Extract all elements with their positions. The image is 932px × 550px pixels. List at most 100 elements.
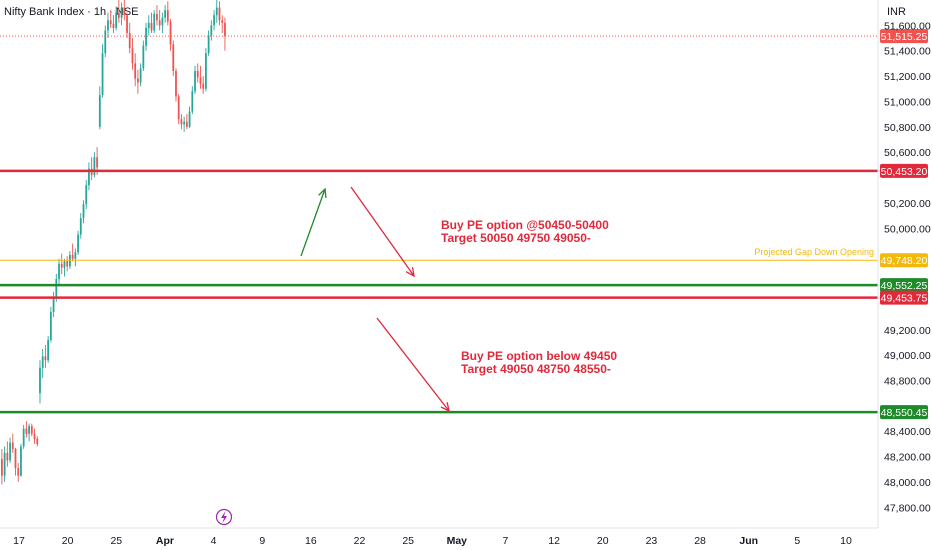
- x-tick-label: 16: [305, 535, 317, 547]
- time-axis[interactable]: 17 20 25 Apr 4 9 16 22 25 May 7 12 20 23 28 Jun 5 10: [0, 527, 878, 547]
- level-badge-label: 49,748.20: [881, 255, 928, 267]
- candle: [147, 15, 150, 36]
- level-badge-label: 49,453.75: [881, 293, 928, 305]
- candle: [9, 437, 11, 463]
- x-tick-label: Apr: [156, 535, 174, 547]
- candle: [1, 448, 3, 485]
- candle: [205, 48, 207, 92]
- candle: [77, 230, 79, 255]
- candle: [128, 22, 131, 54]
- candle: [107, 12, 109, 39]
- x-tick-label: 7: [503, 535, 509, 547]
- y-tick-label: 50,000.00: [884, 223, 931, 235]
- x-tick-label: 10: [840, 535, 852, 547]
- y-tick-label: 49,200.00: [884, 325, 931, 337]
- candle: [14, 447, 17, 476]
- x-tick-label: 9: [259, 535, 265, 547]
- level-badge: [880, 290, 928, 305]
- y-tick-label: 50,800.00: [884, 122, 931, 134]
- candle: [90, 157, 93, 181]
- y-tick-label: 51,000.00: [884, 96, 931, 108]
- candle: [33, 428, 36, 444]
- candle: [66, 256, 69, 272]
- candle: [52, 291, 55, 318]
- current-price-badge: [880, 29, 928, 44]
- candle: [101, 44, 104, 98]
- level-badge: [880, 163, 928, 178]
- x-tick-label: 4: [211, 535, 217, 547]
- candle: [63, 258, 66, 277]
- x-tick-label: 25: [110, 535, 122, 547]
- level-badge: [880, 278, 928, 293]
- y-tick-label: 47,800.00: [884, 502, 931, 514]
- level-badge: [880, 405, 928, 420]
- currency-label: INR: [887, 6, 906, 18]
- projected-gap-label: Projected Gap Down Opening: [754, 247, 874, 257]
- x-tick-label: 28: [694, 535, 706, 547]
- candle: [39, 360, 41, 404]
- candle: [134, 53, 137, 87]
- candle: [150, 12, 153, 33]
- x-tick-label: 12: [548, 535, 560, 547]
- candle: [93, 152, 96, 178]
- candle: [142, 40, 145, 72]
- y-tick-label: 48,200.00: [884, 452, 931, 464]
- x-tick-label: May: [447, 535, 468, 547]
- candle: [112, 15, 115, 33]
- levels-layer: 51,515.25 50,453.20 49,748.20 Projected Gap…: [0, 29, 928, 420]
- candle: [88, 162, 90, 191]
- candle: [131, 38, 134, 70]
- candle: [28, 423, 30, 442]
- candle: [158, 10, 161, 31]
- annotation-text: Target 50050 49750 49050-: [441, 231, 591, 245]
- candle: [196, 63, 199, 83]
- level-badge: [880, 253, 928, 268]
- x-tick-label: 23: [646, 535, 658, 547]
- candle: [104, 25, 107, 58]
- candle: [215, 0, 218, 23]
- candle: [3, 446, 6, 482]
- candle: [169, 19, 172, 51]
- x-tick-label: 22: [354, 535, 366, 547]
- candle: [41, 348, 44, 378]
- candle: [49, 306, 52, 343]
- y-tick-label: 51,600.00: [884, 20, 931, 32]
- candle: [17, 462, 20, 482]
- candle: [172, 40, 175, 77]
- arrow-down-1: [350, 186, 415, 278]
- candle: [180, 114, 183, 130]
- annotation-text: Target 49050 48750 48550-: [461, 362, 611, 376]
- candle: [153, 10, 156, 33]
- y-tick-label: 51,200.00: [884, 71, 931, 83]
- arrow-down-2: [376, 317, 450, 413]
- candle: [210, 20, 213, 41]
- candle: [79, 213, 82, 239]
- candle: [194, 65, 196, 94]
- candle: [145, 22, 147, 51]
- candle: [221, 15, 224, 33]
- candle: [109, 10, 112, 28]
- candle: [166, 1, 169, 26]
- candle: [85, 180, 88, 210]
- candle: [183, 116, 186, 132]
- x-tick-label: 20: [62, 535, 74, 547]
- lightning-icon[interactable]: [215, 508, 233, 526]
- y-tick-label: 49,000.00: [884, 350, 931, 362]
- candle: [58, 258, 60, 285]
- x-tick-label: 17: [13, 535, 25, 547]
- candle: [30, 423, 33, 437]
- price-axis[interactable]: 51,600.00 51,400.00 51,200.00 51,000.00 50,8…: [877, 0, 931, 528]
- candle: [47, 336, 50, 363]
- y-tick-label: 51,400.00: [884, 46, 931, 58]
- candle: [74, 248, 77, 267]
- candle: [161, 12, 164, 33]
- candle: [82, 200, 85, 224]
- candle: [139, 63, 142, 87]
- candle: [188, 106, 191, 129]
- candle: [185, 114, 188, 130]
- candle: [71, 243, 74, 262]
- candle: [60, 253, 63, 274]
- candle: [117, 0, 120, 23]
